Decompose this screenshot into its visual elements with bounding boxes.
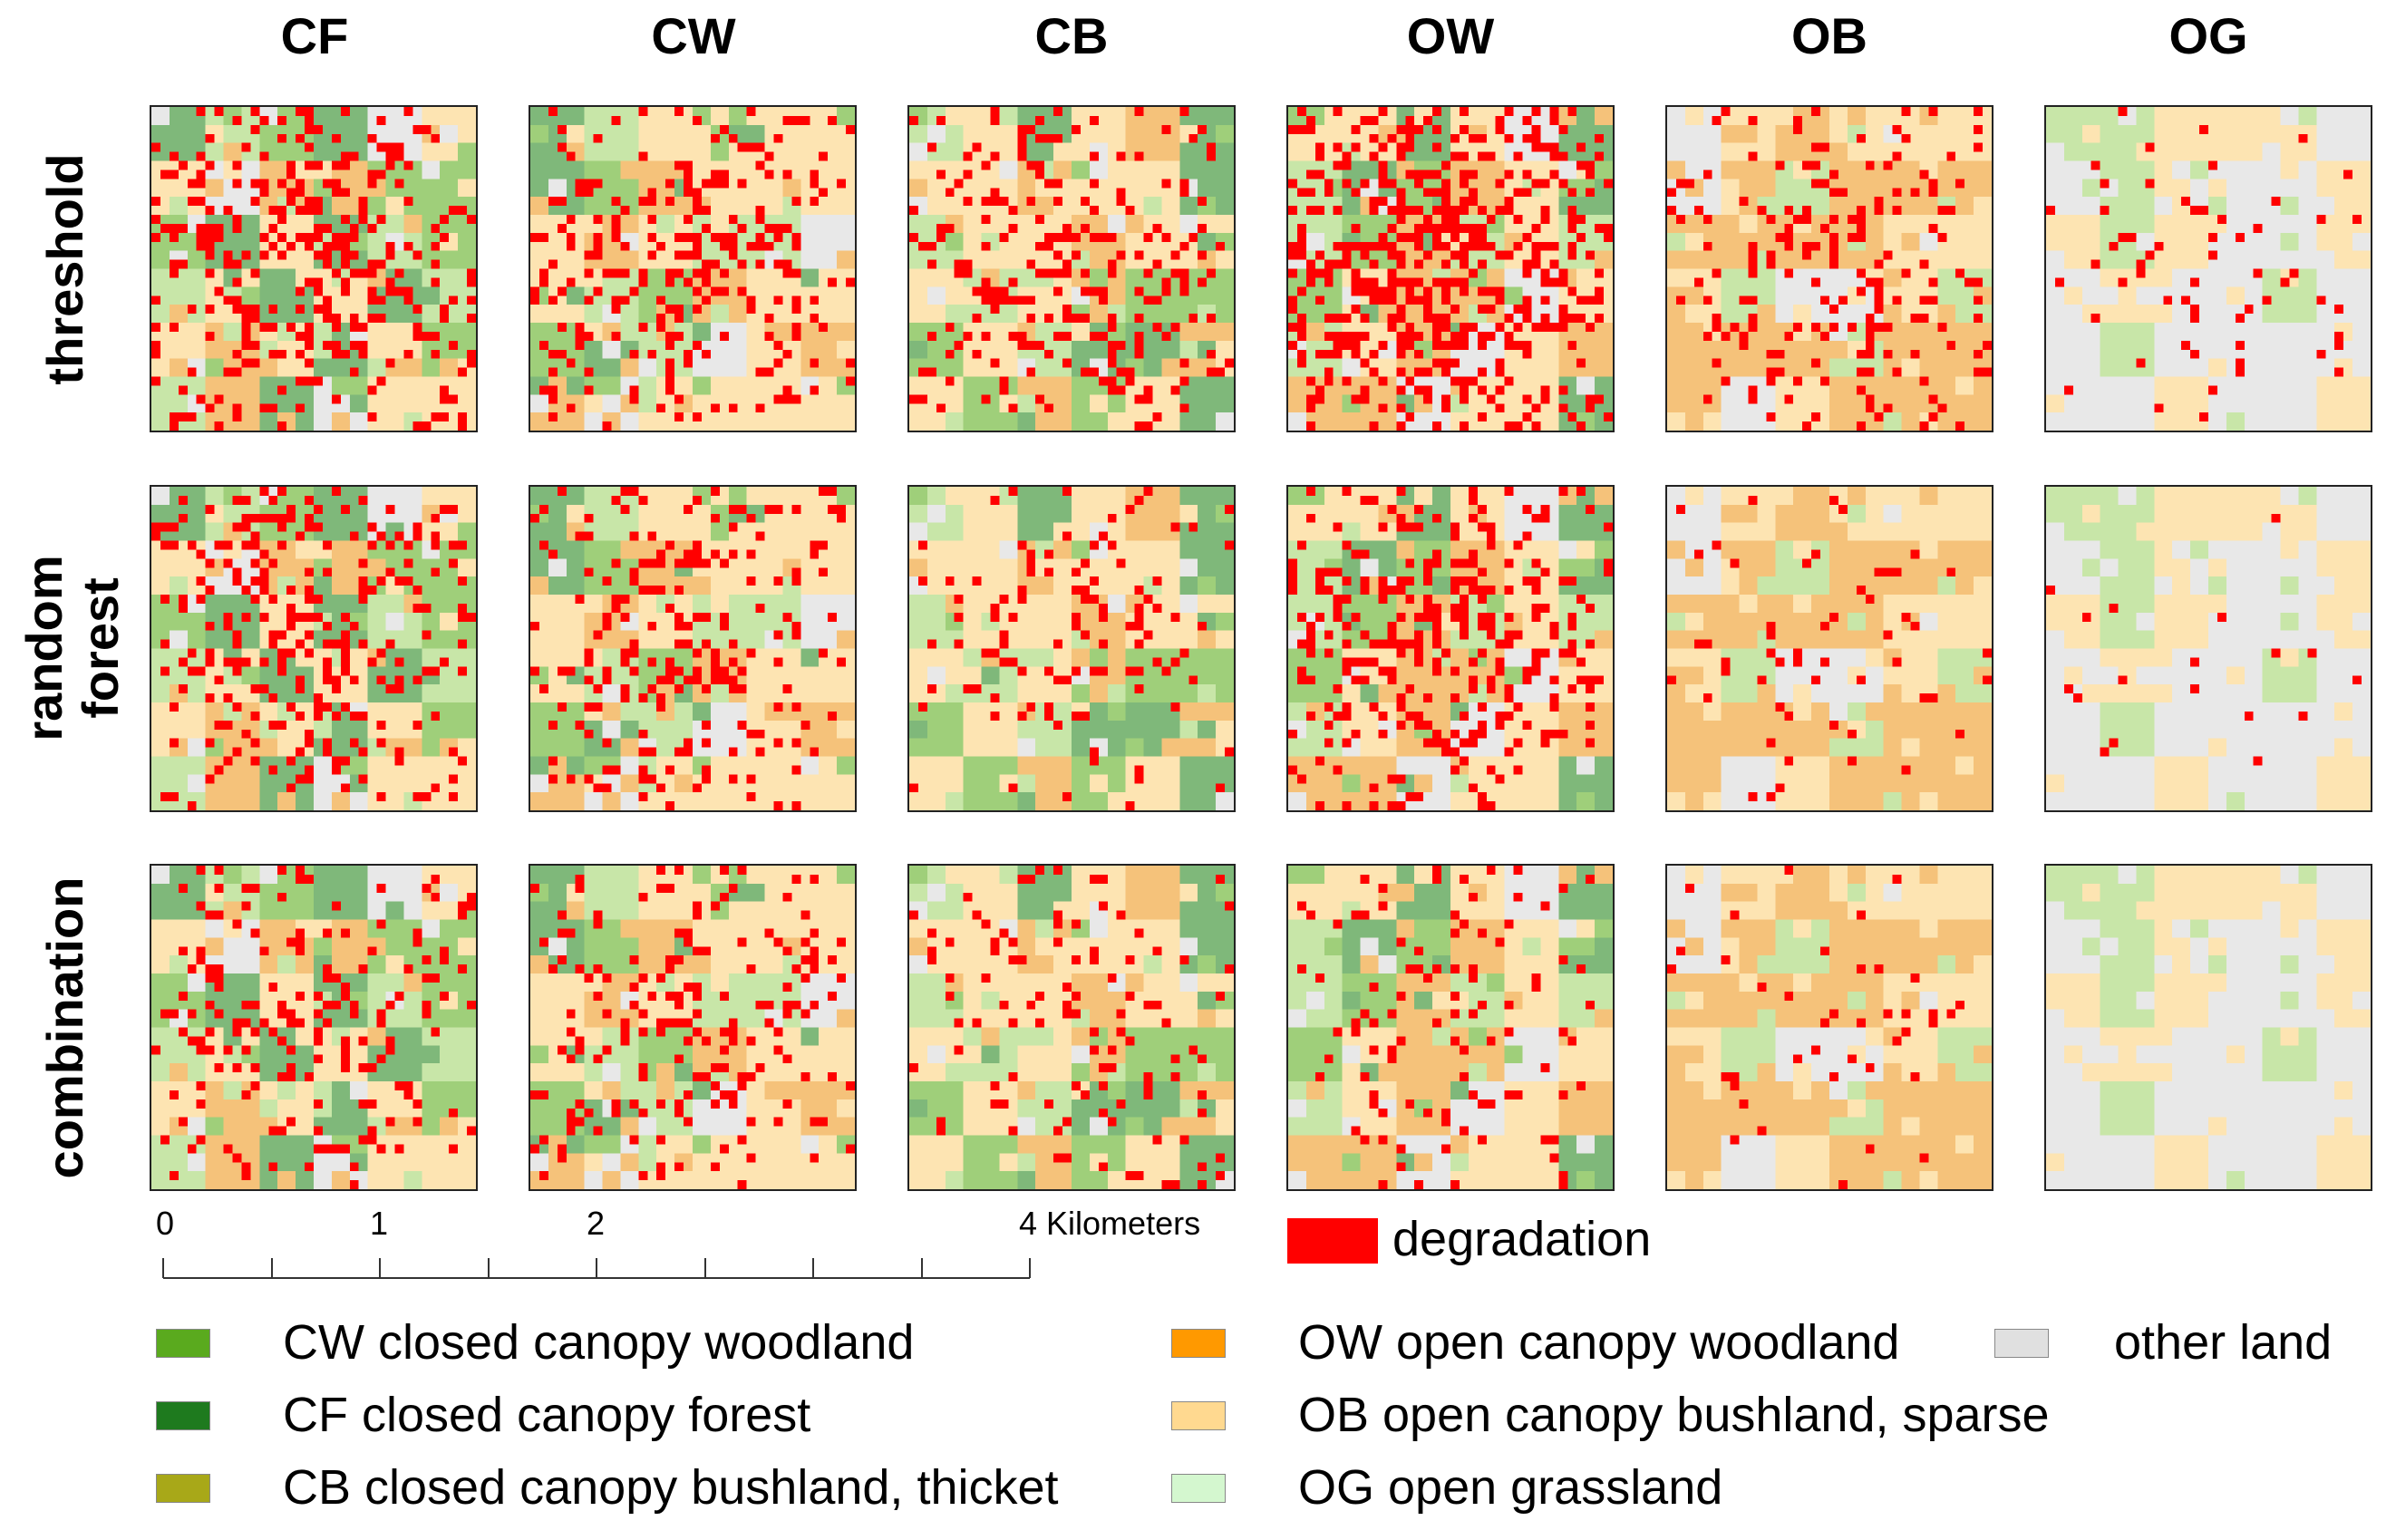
map-panel-combination-og bbox=[2044, 864, 2372, 1191]
column-header-cw: CW bbox=[651, 7, 736, 64]
legend-label-ob: OB open canopy bushland, sparse bbox=[1298, 1388, 2050, 1442]
legend-swatch-ow bbox=[1171, 1329, 1226, 1358]
map-panel-threshold-cw bbox=[529, 105, 857, 432]
legend-label-other: other land bbox=[2114, 1315, 2333, 1370]
map-panel-random-forest-ow bbox=[1286, 485, 1615, 812]
map-panel-random-forest-cw bbox=[529, 485, 857, 812]
scale-bar-line bbox=[162, 1258, 1031, 1279]
map-panel-combination-cb bbox=[907, 864, 1236, 1191]
row-header-threshold: threshold bbox=[36, 153, 93, 385]
map-panel-random-forest-cf bbox=[150, 485, 478, 812]
scale-label-2: 2 bbox=[587, 1205, 606, 1242]
map-panel-threshold-ob bbox=[1665, 105, 1993, 432]
map-panel-threshold-og bbox=[2044, 105, 2372, 432]
map-panel-threshold-cf bbox=[150, 105, 478, 432]
map-panel-combination-cw bbox=[529, 864, 857, 1191]
scale-label-0: 0 bbox=[156, 1205, 175, 1242]
legend-swatch-cb bbox=[156, 1474, 210, 1503]
column-header-cf: CF bbox=[280, 7, 349, 64]
map-panel-threshold-ow bbox=[1286, 105, 1615, 432]
legend-swatch-ob bbox=[1171, 1401, 1226, 1430]
legend-label-cw: CW closed canopy woodland bbox=[283, 1315, 915, 1370]
scale-label-4: 4 Kilometers bbox=[1019, 1205, 1201, 1242]
map-panel-combination-ob bbox=[1665, 864, 1993, 1191]
map-panel-random-forest-og bbox=[2044, 485, 2372, 812]
map-panel-combination-ow bbox=[1286, 864, 1615, 1191]
row-header-random-forest: random forest bbox=[15, 555, 129, 741]
scale-label-1: 1 bbox=[370, 1205, 389, 1242]
map-panel-random-forest-ob bbox=[1665, 485, 1993, 812]
legend-swatch-other bbox=[1994, 1329, 2049, 1358]
legend-swatch-cf bbox=[156, 1401, 210, 1430]
degradation-swatch bbox=[1287, 1218, 1378, 1264]
degradation-label: degradation bbox=[1392, 1212, 1652, 1266]
legend-label-og: OG open grassland bbox=[1298, 1460, 1723, 1515]
column-header-og: OG bbox=[2168, 7, 2248, 64]
map-panel-combination-cf bbox=[150, 864, 478, 1191]
legend-label-cf: CF closed canopy forest bbox=[283, 1388, 811, 1442]
map-panel-threshold-cb bbox=[907, 105, 1236, 432]
legend-label-ow: OW open canopy woodland bbox=[1298, 1315, 1900, 1370]
map-panel-random-forest-cb bbox=[907, 485, 1236, 812]
column-header-ob: OB bbox=[1791, 7, 1867, 64]
column-header-ow: OW bbox=[1406, 7, 1495, 64]
column-header-cb: CB bbox=[1034, 7, 1109, 64]
legend-swatch-og bbox=[1171, 1474, 1226, 1503]
row-header-combination: combination bbox=[36, 877, 93, 1179]
legend-swatch-cw bbox=[156, 1329, 210, 1358]
legend-label-cb: CB closed canopy bushland, thicket bbox=[283, 1460, 1059, 1515]
